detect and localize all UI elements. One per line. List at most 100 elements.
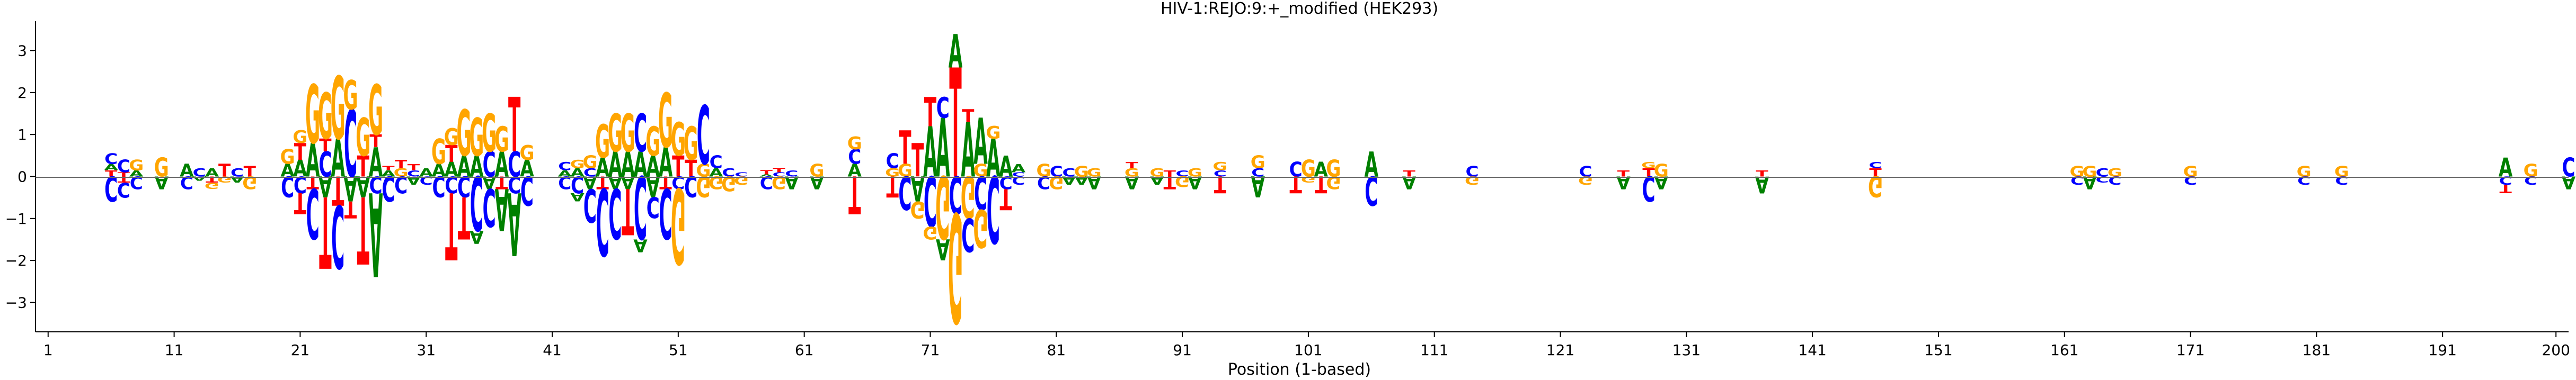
y-axis-ticks: −3 −2 −1 0 1 2 3 [5, 42, 36, 311]
logo-letter-C: C [2499, 174, 2512, 187]
logo-letter-G: G [1175, 173, 1190, 189]
logo-letter-T: T [886, 169, 898, 203]
logo-letter-A: A [785, 173, 799, 193]
logo-letter-C: C [647, 191, 660, 224]
logo-letter-C: C [684, 169, 697, 203]
logo-letter-C: C [634, 156, 647, 257]
logo-letter-C: C [457, 169, 471, 203]
logo-letter-A: A [318, 169, 332, 203]
logo-letter-C: C [104, 168, 118, 207]
logo-letter-C: C [318, 146, 332, 185]
logo-letter-T: T [1869, 166, 1882, 179]
logo-letter-T: T [1289, 170, 1302, 197]
logo-letter-T: T [105, 169, 118, 179]
logo-letter-G: G [280, 145, 295, 169]
logo-letter-T: T [118, 171, 130, 178]
logo-letter-T: T [1164, 173, 1176, 193]
logo-letter-G: G [645, 118, 660, 165]
logo-letter-A: A [457, 150, 471, 183]
logo-letter-A: A [986, 129, 1001, 189]
logo-letter-A: A [646, 150, 660, 183]
logo-letter-G: G [570, 157, 585, 171]
logo-letter-A: A [759, 174, 774, 177]
logo-letter-C: C [898, 165, 911, 219]
logo-letter-T: T [911, 134, 924, 187]
logo-letter-C: C [394, 170, 408, 197]
logo-letter-T: T [344, 196, 357, 222]
logo-letter-C: C [734, 171, 748, 178]
logo-letter-G: G [519, 141, 534, 165]
logo-letter-C: C [558, 159, 571, 173]
logo-letter-G: G [935, 156, 950, 257]
logo-letter-G: G [582, 152, 597, 172]
logo-letter-C: C [848, 145, 861, 169]
logo-letter-G: G [1049, 173, 1064, 193]
y-tick-label: 2 [17, 84, 27, 102]
logo-letter-G: G [129, 157, 144, 174]
logo-letter-A: A [1012, 161, 1026, 175]
logo-letter-A: A [659, 139, 673, 186]
logo-letter-A: A [608, 173, 623, 193]
logo-letter-A: A [583, 173, 597, 193]
logo-letter-T: T [408, 162, 420, 173]
logo-letter-G: G [1212, 159, 1227, 173]
logo-letter-G: G [696, 169, 711, 203]
logo-letter-A: A [570, 191, 585, 204]
logo-letter-G: G [1326, 156, 1341, 183]
logo-letter-A: A [369, 166, 383, 300]
logo-letter-G: G [608, 104, 623, 164]
logo-letter-A: A [1150, 174, 1164, 187]
logo-letter-C: C [483, 176, 496, 236]
x-tick-label: 191 [2428, 341, 2456, 359]
logo-letter-T: T [445, 171, 457, 279]
logo-letter-A: A [495, 146, 509, 185]
logo-letter-C: C [445, 170, 458, 197]
logo-letter-T: T [848, 164, 861, 223]
logo-letter-A: A [382, 169, 396, 179]
x-tick-label: 31 [417, 341, 436, 359]
logo-letter-G: G [356, 108, 370, 168]
logo-letter-C: C [1012, 171, 1025, 178]
x-tick-label: 1 [43, 341, 53, 359]
logo-letter-A: A [999, 150, 1013, 183]
logo-letter-G: G [469, 108, 484, 168]
logo-letter-A: A [621, 173, 635, 193]
y-tick-label: 1 [17, 126, 27, 143]
logo-letter-C: C [483, 146, 496, 185]
logo-letter-C: C [420, 174, 433, 187]
logo-letter-C: C [1012, 174, 1025, 187]
logo-letter-G: G [684, 117, 698, 170]
logo-letter-G: G [331, 59, 346, 159]
logo-letter-A: A [949, 25, 962, 78]
logo-letter-A: A [1402, 173, 1417, 193]
logo-letter-G: G [1868, 169, 1883, 203]
logo-letter-C: C [760, 173, 773, 193]
logo-letter-T: T [672, 150, 684, 183]
x-axis-label: Position (1-based) [1228, 360, 1371, 379]
logo-letter-C: C [331, 185, 344, 286]
logo-letter-C: C [306, 173, 320, 252]
logo-letter-C: C [508, 146, 521, 185]
logo-letter-A: A [973, 105, 987, 179]
x-tick-label: 91 [1173, 341, 1192, 359]
logo-letter-A: A [470, 150, 483, 183]
logo-letter-A: A [633, 236, 648, 256]
x-tick-label: 200 [2542, 341, 2570, 359]
logo-letter-A: A [520, 156, 534, 183]
logo-letter-C: C [117, 178, 130, 202]
logo-letter-G: G [961, 163, 976, 230]
logo-letter-C: C [1365, 167, 1378, 214]
logo-letter-C: C [974, 165, 987, 219]
logo-letter-G: G [595, 115, 610, 169]
x-tick-label: 111 [1420, 341, 1448, 359]
logo-letter-C: C [697, 90, 710, 184]
logo-letter-T: T [999, 182, 1012, 215]
logo-letter-C: C [294, 170, 307, 197]
logo-letter-T: T [899, 121, 911, 175]
logo-letter-C: C [571, 170, 584, 197]
logo-letter-G: G [948, 179, 963, 353]
logo-letter-C: C [634, 104, 647, 164]
logo-letter-T: T [1214, 170, 1227, 197]
logo-letter-T: T [319, 174, 331, 287]
